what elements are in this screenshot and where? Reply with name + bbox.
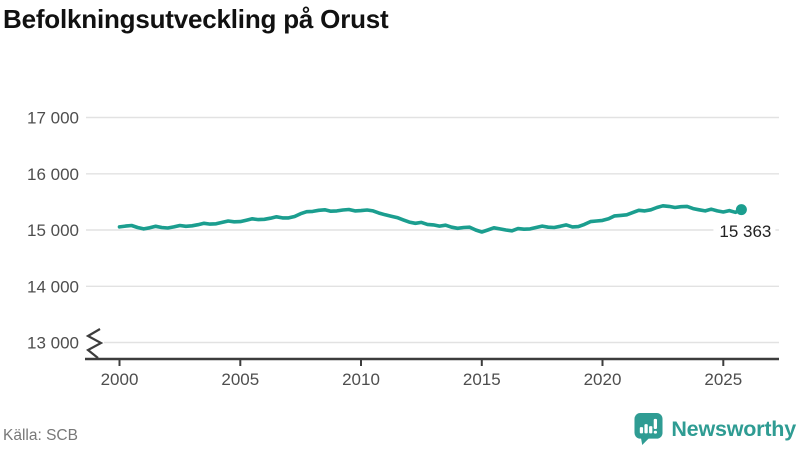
x-tick-label: 2005 <box>221 370 259 389</box>
y-axis-break-icon <box>85 328 104 359</box>
source-label: Källa: SCB <box>3 427 78 444</box>
logo-bar-2 <box>644 424 649 434</box>
last-value-label: 15 363 <box>719 222 771 241</box>
x-tick-label: 2020 <box>584 370 622 389</box>
x-tick-label: 2025 <box>704 370 742 389</box>
x-tick-label: 2015 <box>463 370 501 389</box>
chart-title: Befolkningsutveckling på Orust <box>3 4 389 34</box>
last-point-marker <box>735 204 747 216</box>
logo-bar-1 <box>640 427 644 434</box>
x-tick-label: 2000 <box>101 370 139 389</box>
y-tick-label: 13 000 <box>27 334 79 353</box>
newsworthy-logo[interactable]: Newsworthy <box>634 412 796 446</box>
y-tick-label: 14 000 <box>27 277 79 296</box>
population-series-line <box>117 204 744 234</box>
y-tick-label: 17 000 <box>27 109 79 128</box>
logo-exclamation-dot <box>654 430 658 434</box>
newsworthy-logo-icon <box>634 413 663 445</box>
logo-bar-3 <box>649 426 653 434</box>
y-tick-label: 16 000 <box>27 165 79 184</box>
y-tick-label: 15 000 <box>27 221 79 240</box>
last-value-label-bg <box>713 222 776 241</box>
newsworthy-wordmark: Newsworthy <box>671 416 796 441</box>
logo-exclamation-bar <box>654 418 658 429</box>
x-tick-label: 2010 <box>342 370 380 389</box>
